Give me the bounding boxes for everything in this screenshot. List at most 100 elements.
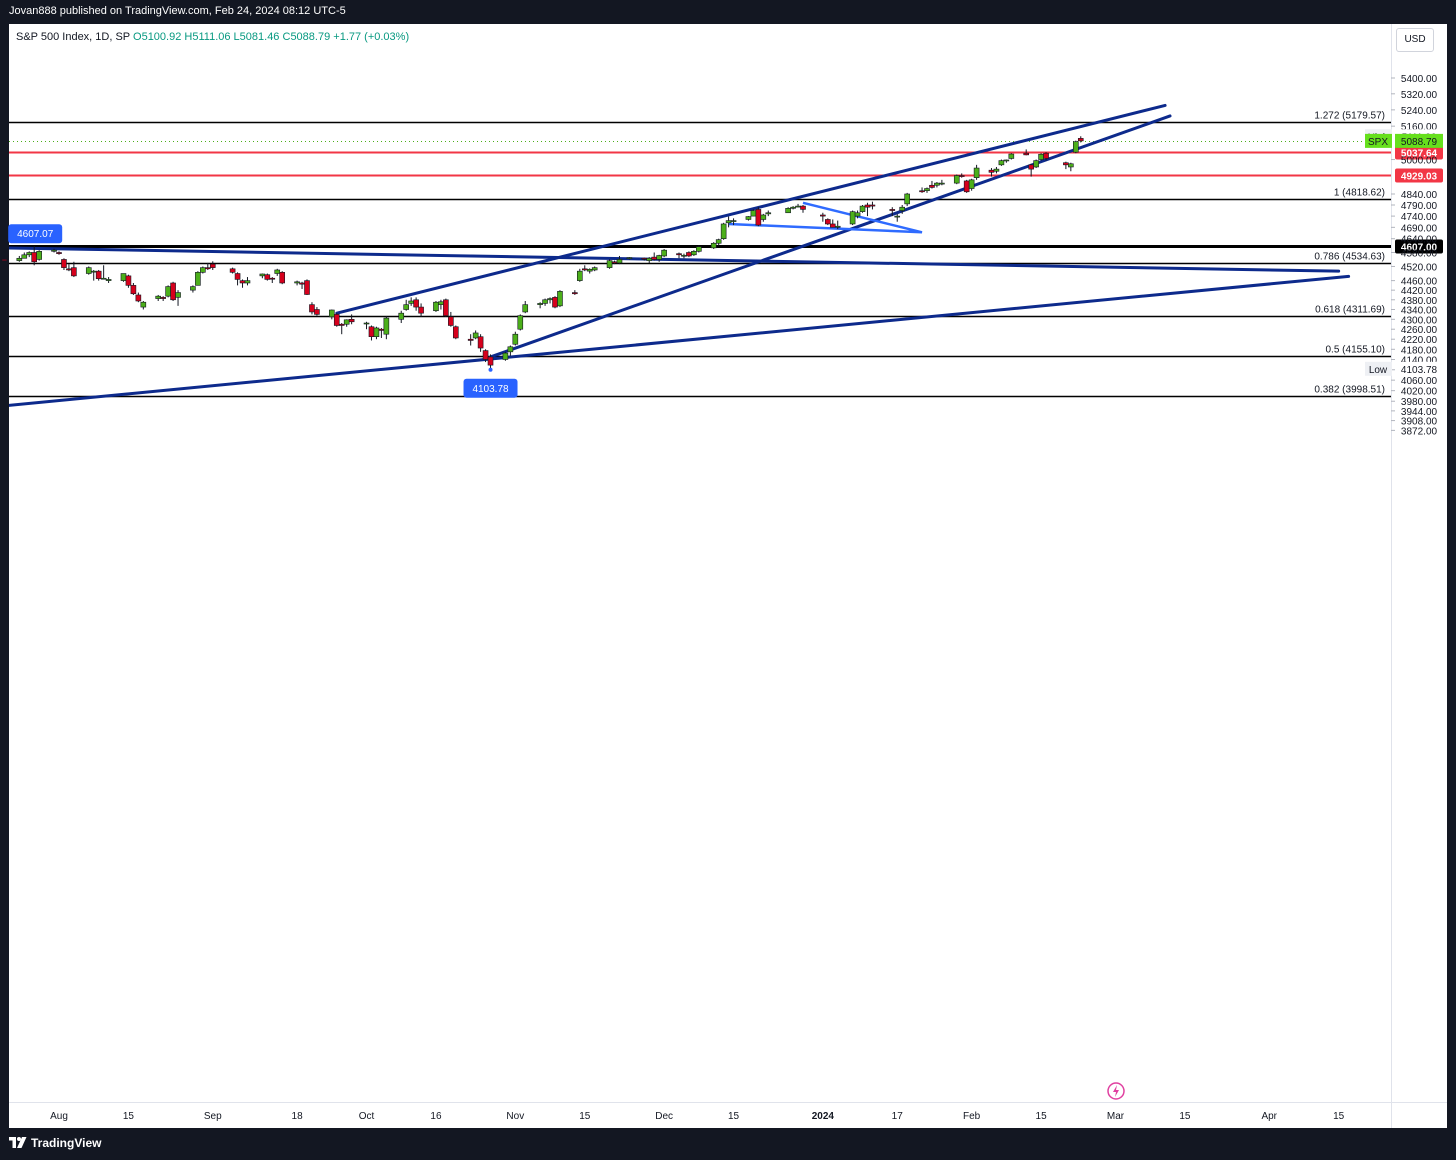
candle-body: [413, 299, 419, 308]
candle: [95, 269, 102, 281]
currency-button[interactable]: USD: [1396, 28, 1434, 52]
candle: [1063, 161, 1069, 170]
candle: [681, 253, 687, 259]
candle: [1073, 140, 1079, 154]
candle: [1068, 162, 1074, 172]
y-tick-label: 3872.00: [1401, 426, 1438, 437]
candle-body: [973, 167, 980, 178]
candle: [368, 325, 375, 341]
trendlines: [9, 103, 1351, 407]
candle-body: [586, 268, 593, 272]
candle-body: [373, 327, 380, 338]
candle: [259, 273, 266, 279]
candle: [467, 334, 474, 346]
candle-body: [403, 304, 410, 310]
tradingview-logo[interactable]: TradingView: [9, 1136, 101, 1150]
candle-body: [646, 257, 653, 261]
candle-body: [661, 249, 667, 257]
candle: [651, 252, 658, 261]
candle-body: [274, 269, 281, 274]
candle: [745, 216, 752, 221]
candle-body: [958, 175, 965, 177]
y-tick-label: 4180.00: [1401, 345, 1438, 356]
candle: [889, 207, 896, 217]
candle-body: [1028, 164, 1034, 170]
candle: [448, 311, 454, 327]
callout: 4103.78: [463, 367, 518, 398]
x-tick-label: 15: [123, 1111, 135, 1122]
candle-body: [715, 239, 722, 244]
candle-body: [16, 257, 23, 261]
candle: [606, 259, 613, 269]
candle: [140, 300, 147, 310]
candle-body: [616, 259, 623, 264]
candle-body: [477, 336, 484, 349]
candle: [720, 222, 727, 240]
legend-low: L5081.46: [233, 31, 280, 43]
price-chart[interactable]: 1.272 (5179.57) 1 (4818.62) 0.786 (4534.63…: [0, 0, 1456, 1128]
candle-body: [1077, 138, 1084, 142]
candle: [834, 220, 841, 230]
candle-body: [745, 216, 752, 220]
candle-body: [314, 309, 320, 315]
candle-body: [834, 225, 841, 228]
candle-body: [606, 260, 613, 268]
candle-body: [1008, 153, 1015, 159]
candle: [244, 277, 251, 286]
candle-body: [21, 254, 28, 259]
y-tick-label: 4340.00: [1401, 306, 1438, 317]
candle-body: [61, 259, 67, 268]
sr-level-tag-label: 4929.03: [1401, 172, 1438, 183]
candle-body: [611, 261, 618, 264]
y-tick-label: 3908.00: [1401, 417, 1438, 428]
candle-body: [383, 317, 390, 335]
candle-body: [467, 338, 474, 341]
candle-body: [269, 277, 276, 280]
candle: [572, 290, 578, 295]
candle: [715, 238, 722, 246]
candle: [710, 242, 717, 250]
y-tick-label: 4420.00: [1401, 286, 1438, 297]
candle: [21, 252, 28, 259]
candle-body: [820, 214, 826, 217]
candle: [1077, 136, 1084, 143]
candle-body: [433, 301, 439, 312]
candle: [676, 252, 682, 259]
candle-body: [963, 180, 970, 193]
low-marker-label-bg: [1365, 361, 1392, 376]
candle-body: [363, 322, 370, 325]
sr-level-tag: [1395, 168, 1443, 183]
candle-body: [294, 281, 300, 284]
candle: [993, 166, 1000, 174]
candle: [135, 292, 142, 303]
candle: [934, 182, 940, 188]
candle: [919, 187, 925, 193]
x-tick-label: 17: [892, 1111, 904, 1122]
candle: [591, 266, 598, 272]
candle: [16, 255, 23, 262]
chart-panel[interactable]: [9, 24, 1447, 1128]
candle: [939, 179, 945, 186]
candle: [155, 294, 161, 301]
candle-body: [829, 223, 836, 228]
candle-body: [755, 209, 762, 226]
candle: [90, 269, 97, 281]
candle-body: [130, 285, 137, 295]
candle: [760, 213, 767, 222]
legend-symbol: S&P 500 Index, 1D, SP: [16, 31, 130, 43]
candle: [517, 314, 524, 331]
candle-body: [591, 267, 598, 271]
candle: [175, 290, 181, 306]
x-tick-label: Aug: [50, 1111, 68, 1122]
candle: [66, 264, 72, 272]
candle-body: [641, 257, 648, 260]
fib-level-label: 0.5 (4155.10): [1326, 345, 1386, 356]
candle-body: [170, 282, 176, 301]
candle-body: [125, 275, 132, 286]
candle-body: [1, 259, 8, 261]
candle-body: [502, 352, 509, 360]
candle-body: [547, 298, 553, 301]
candle-body: [155, 295, 161, 299]
last-price-marker-value: 5088.79: [1401, 137, 1438, 148]
publisher-text: Jovan888 published on TradingView.com, F…: [9, 5, 346, 17]
